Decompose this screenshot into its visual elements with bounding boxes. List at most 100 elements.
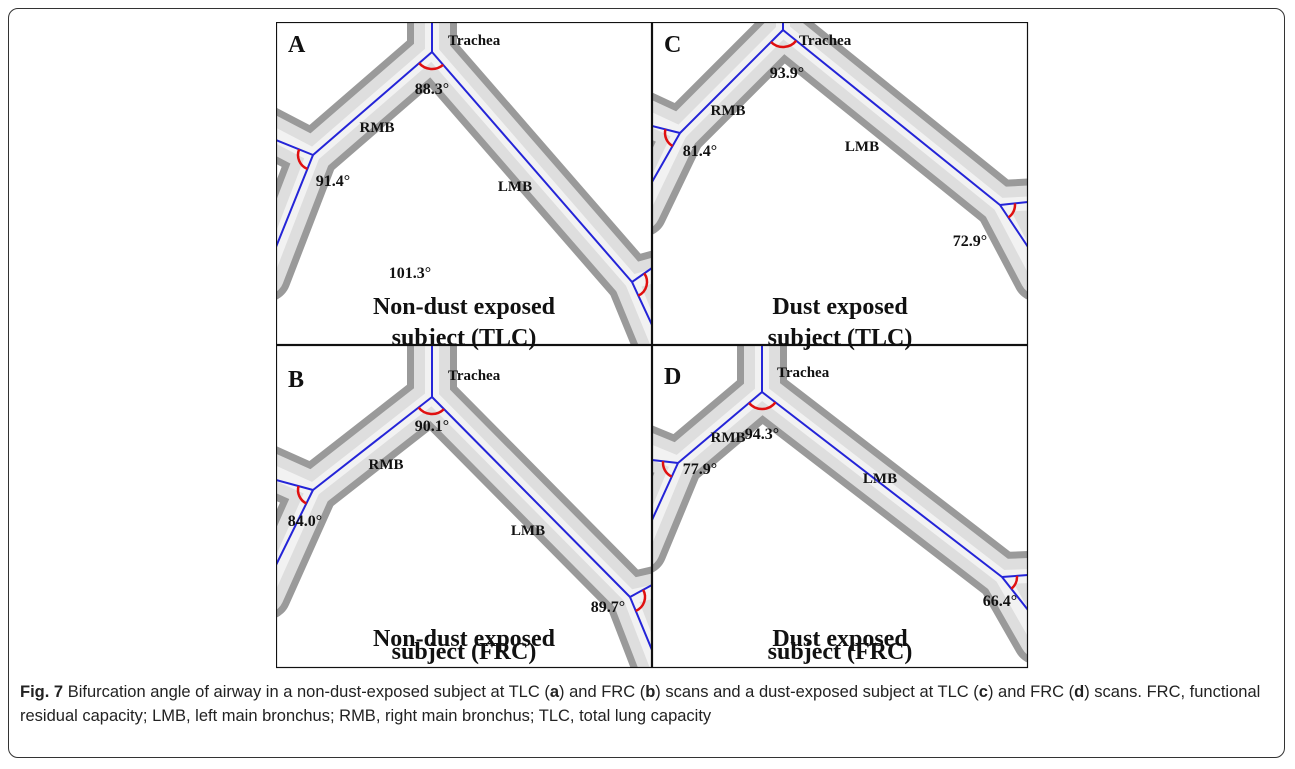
center-line — [276, 479, 314, 491]
panel-caption: Non-dust exposed — [373, 626, 556, 652]
center-line — [276, 489, 314, 566]
panel-border — [651, 22, 1029, 346]
angle-arc — [748, 401, 777, 411]
center-line — [276, 154, 314, 248]
panel-letter: D — [664, 364, 681, 390]
center-line — [1001, 574, 1028, 578]
panel: A Trachea RMB LMB 88.3° 91.4° 101.3° Non-dust e… — [276, 22, 653, 351]
panel-border — [276, 344, 653, 669]
center-line — [629, 584, 652, 598]
lmb-label: LMB — [845, 139, 879, 155]
airway-highlight — [652, 112, 687, 140]
panel-caption: subject (TLC) — [768, 325, 913, 351]
center-line — [312, 51, 433, 156]
center-line — [652, 125, 681, 134]
center-line — [629, 596, 652, 651]
angle-arc — [770, 39, 798, 49]
trachea-label: Trachea — [448, 33, 501, 49]
airway-highlight — [652, 444, 685, 470]
airway-highlight — [652, 126, 687, 208]
caption-text: ) scans. FRC, functional residual capaci… — [20, 683, 1261, 725]
center-line — [652, 132, 681, 183]
angle-label: 84.0° — [288, 513, 322, 530]
panel-caption: Dust exposed — [772, 626, 908, 652]
center-line — [1001, 576, 1028, 611]
panel-border — [276, 22, 653, 346]
panel: B Trachea RMB LMB 90.1° 84.0° 89.7° Non-dust ex… — [276, 344, 653, 669]
lmb-label: LMB — [863, 471, 897, 487]
angle-label: 101.3° — [389, 265, 431, 282]
lmb-label: LMB — [511, 523, 545, 539]
angle-arc — [417, 406, 445, 416]
panel-border — [651, 344, 1029, 669]
center-line — [761, 391, 1003, 578]
center-line — [631, 267, 652, 283]
panel-caption: Dust exposed — [772, 294, 908, 320]
center-line — [679, 29, 784, 134]
center-line — [431, 51, 633, 283]
panel-letter: A — [288, 32, 306, 58]
caption-text: d — [1074, 683, 1085, 701]
angle-arc — [635, 589, 647, 613]
figure-caption: Fig. 7 Bifurcation angle of airway in a … — [20, 680, 1270, 728]
airway-highlight — [623, 584, 652, 604]
center-line — [312, 396, 433, 491]
rmb-label: RMB — [711, 430, 746, 446]
panel-letter: C — [664, 32, 681, 58]
panel-image — [276, 345, 652, 668]
panel-caption: Non-dust exposed — [373, 294, 556, 320]
rmb-label: RMB — [711, 103, 746, 119]
center-line — [677, 391, 763, 464]
panel-image — [652, 345, 1028, 663]
angle-label: 81.4° — [683, 143, 717, 160]
airway-highlight — [276, 465, 320, 497]
panel: C Trachea RMB LMB 93.9° 81.4° 72.9° Dust expose… — [651, 22, 1029, 351]
angle-arc — [418, 62, 444, 71]
figure-frame — [8, 8, 1285, 758]
angle-label: 91.4° — [316, 173, 350, 190]
angle-arc — [663, 129, 674, 148]
lmb-label: LMB — [498, 179, 532, 195]
angle-label: 93.9° — [770, 65, 804, 82]
center-line — [652, 462, 679, 521]
caption-text: b — [645, 683, 656, 701]
center-line — [431, 396, 631, 598]
angle-arc — [1010, 575, 1019, 590]
panel-image — [652, 22, 1028, 300]
center-line — [631, 281, 652, 326]
rmb-label: RMB — [360, 120, 395, 136]
center-line — [652, 459, 679, 464]
panel-image — [276, 22, 652, 345]
panel: D Trachea RMB LMB 94.3° 77.9° 66.4° Dust expose… — [651, 344, 1029, 669]
angle-arc — [661, 461, 673, 478]
rmb-label: RMB — [369, 457, 404, 473]
panel-letter: B — [288, 367, 304, 393]
caption-text: ) and FRC ( — [987, 683, 1075, 701]
caption-text: ) scans and a dust-exposed subject at TL… — [655, 683, 979, 701]
angle-label: 77.9° — [683, 461, 717, 478]
panel-caption: subject (FRC) — [392, 639, 537, 665]
center-line — [999, 204, 1028, 248]
airway-highlight — [276, 127, 320, 162]
center-line — [276, 139, 314, 156]
angle-label: 94.3° — [745, 426, 779, 443]
angle-label: 89.7° — [591, 599, 625, 616]
caption-text: ) and FRC ( — [559, 683, 646, 701]
trachea-label: Trachea — [799, 33, 852, 49]
trachea-label: Trachea — [448, 368, 501, 384]
figure-image: A Trachea RMB LMB 88.3° 91.4° 101.3° Non-dust e… — [276, 22, 1029, 669]
trachea-label: Trachea — [777, 365, 830, 381]
airway-highlight — [625, 269, 652, 289]
angle-label: 72.9° — [953, 233, 987, 250]
angle-arc — [296, 148, 308, 171]
caption-text: Bifurcation angle of airway in a non-dus… — [67, 683, 550, 701]
angle-arc — [296, 485, 308, 505]
angle-arc — [1007, 203, 1017, 219]
center-line — [999, 201, 1028, 206]
angle-arc — [637, 272, 649, 297]
airway-highlight — [993, 198, 1028, 274]
caption-text: c — [978, 683, 988, 701]
airway-highlight — [995, 570, 1028, 637]
angle-label: 66.4° — [983, 593, 1017, 610]
panel-caption: subject (FRC) — [768, 639, 913, 665]
